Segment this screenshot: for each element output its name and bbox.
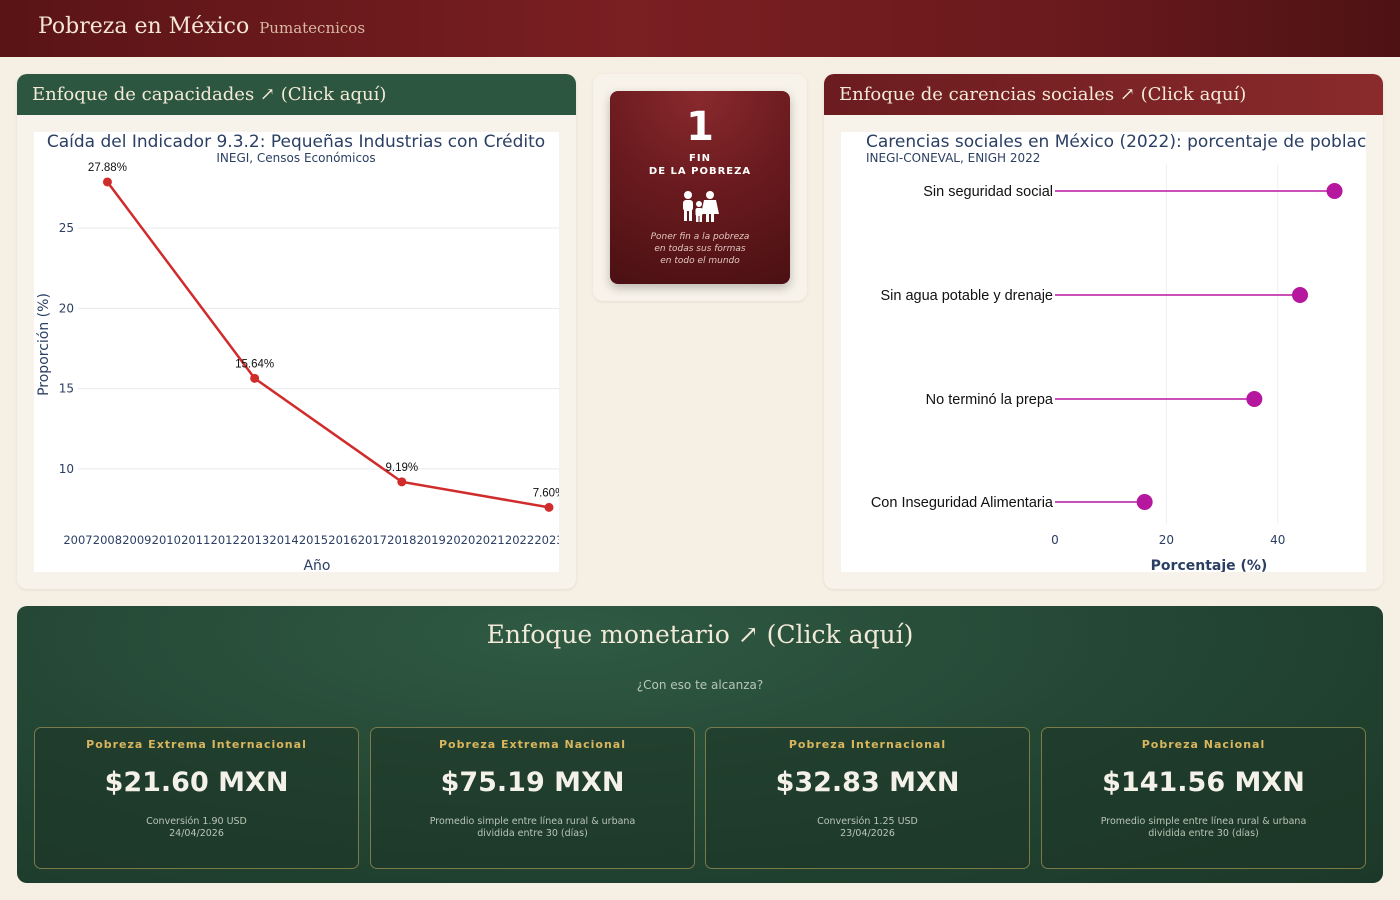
mon-card-note-line: 24/04/2026 [169,828,224,839]
chart-subtitle: INEGI, Censos Económicos [216,151,375,165]
mon-card-pobreza-internacional: Pobreza Internacional $32.83 MXN Convers… [705,727,1030,869]
mon-card-note-line: Conversión 1.25 USD [817,816,918,827]
sdg-label-line1: FIN [689,153,711,164]
mon-card-value: $21.60 MXN [104,767,289,798]
sdg-1-tile[interactable]: 1 FIN DE LA POBREZA Poner fin a la pobre… [610,91,790,284]
monetario-link[interactable]: Enfoque monetario ↗ (Click aquí) [486,620,914,649]
x-tick-label: 20 [1159,533,1174,547]
capacidades-link[interactable]: Enfoque de capacidades ↗ (Click aquí) [17,74,576,115]
mon-card-label: Pobreza Extrema Internacional [86,738,307,751]
category-label: Con Inseguridad Alimentaria [871,495,1054,511]
x-axis-label: Año [303,558,330,572]
sdg-tagline-line: Poner fin a la pobreza [650,232,750,242]
x-tick-label: 2023 [534,533,559,547]
x-tick-label: 2011 [181,533,210,547]
carencias-card: Enfoque de carencias sociales ↗ (Click a… [824,74,1383,589]
x-tick-label: 2017 [358,533,387,547]
data-point [102,177,112,187]
mon-card-note-line: Promedio simple entre línea rural & urba… [1100,816,1307,827]
mon-card-note-line: Conversión 1.90 USD [146,816,247,827]
lollipop-dot [1246,391,1263,407]
sdg-tagline-line: en todo el mundo [660,256,740,266]
x-tick-label: 2013 [240,533,269,547]
sdg-card: 1 FIN DE LA POBREZA Poner fin a la pobre… [593,74,807,301]
lollipop-dot [1136,494,1153,510]
lollipop-dot [1292,287,1309,303]
mon-card-note-line: Promedio simple entre línea rural & urba… [429,816,636,827]
chart-title: Caída del Indicador 9.3.2: Pequeñas Indu… [47,132,545,152]
app-title: Pobreza en México [38,14,250,39]
data-point [397,477,407,487]
carencias-lollipop-chart: Carencias sociales en México (2022): por… [866,132,1366,572]
y-tick-label: 15 [59,382,74,396]
mon-card-note-line: dividida entre 30 (días) [477,828,588,839]
mon-card-label: Pobreza Internacional [788,738,947,751]
mon-card-pobreza-extrema-nacional: Pobreza Extrema Nacional $75.19 MXN Prom… [370,727,695,869]
x-tick-label: 2016 [328,533,357,547]
sdg-tagline: Poner fin a la pobreza en todas sus form… [610,231,790,267]
y-tick-label: 25 [59,221,74,235]
x-tick-label: 2019 [417,533,446,547]
monetario-question: ¿Con eso te alcanza? [636,678,764,692]
x-tick-label: 2009 [122,533,151,547]
carencias-plot: Carencias sociales en México (2022): por… [841,132,1366,572]
mon-card-note: Promedio simple entre línea rural & urba… [1042,816,1365,840]
capacidades-card: Enfoque de capacidades ↗ (Click aquí) Ca… [17,74,576,589]
x-tick-label: 2015 [299,533,328,547]
data-label: 27.88% [88,162,127,174]
mon-card-value: $75.19 MXN [440,767,625,798]
mon-card-note: Conversión 1.90 USD 24/04/2026 [35,816,358,840]
family-icon [680,189,720,223]
x-tick-label: 2018 [387,533,416,547]
x-tick-label: 2008 [93,533,122,547]
top-bar: Pobreza en México Pumatecnicos [0,0,1400,57]
sdg-tagline-line: en todas sus formas [654,244,746,254]
mon-card-note: Conversión 1.25 USD 23/04/2026 [706,816,1029,840]
data-label: 9.19% [386,462,419,474]
y-axis-label: Proporción (%) [36,293,52,396]
carencias-link[interactable]: Enfoque de carencias sociales ↗ (Click a… [824,74,1383,115]
mon-card-value: $141.56 MXN [1102,767,1305,798]
y-tick-label: 20 [59,301,74,315]
data-label: 15.64% [235,358,274,370]
data-point [544,502,554,512]
app-subtitle: Pumatecnicos [259,19,366,37]
mon-card-pobreza-extrema-internacional: Pobreza Extrema Internacional $21.60 MXN… [34,727,359,869]
x-tick-label: 2020 [446,533,475,547]
y-tick-label: 10 [59,462,74,476]
mon-card-note-line: dividida entre 30 (días) [1148,828,1259,839]
x-tick-label: 40 [1270,533,1285,547]
data-point [250,373,260,383]
mon-card-note: Promedio simple entre línea rural & urba… [371,816,694,840]
chart-subtitle: INEGI-CONEVAL, ENIGH 2022 [866,151,1040,165]
x-tick-label: 2014 [269,533,298,547]
data-label: 7.60% [533,487,559,499]
series-line [106,181,550,509]
mon-card-pobreza-nacional: Pobreza Nacional $141.56 MXN Promedio si… [1041,727,1366,869]
mon-card-label: Pobreza Nacional [1141,738,1266,751]
capacidades-plot: Caída del Indicador 9.3.2: Pequeñas Indu… [34,132,565,574]
sdg-number: 1 [686,104,714,150]
mon-card-note-line: 23/04/2026 [840,828,895,839]
x-tick-label: 2022 [505,533,534,547]
x-tick-label: 2021 [475,533,504,547]
sdg-label-line2: DE LA POBREZA [648,166,752,177]
x-tick-label: 2010 [152,533,181,547]
x-tick-label: 2007 [63,533,92,547]
category-label: Sin seguridad social [923,184,1053,200]
x-tick-label: 0 [1051,533,1059,547]
category-label: Sin agua potable y drenaje [880,288,1053,304]
monetario-panel: Enfoque monetario ↗ (Click aquí) ¿Con es… [17,606,1383,883]
chart-title: Carencias sociales en México (2022): por… [866,132,1366,152]
mon-card-value: $32.83 MXN [775,767,960,798]
x-axis-label: Porcentaje (%) [1151,558,1268,572]
lollipop-dot [1326,183,1343,199]
capacidades-line-chart: Caída del Indicador 9.3.2: Pequeñas Indu… [36,132,565,574]
x-tick-label: 2012 [211,533,240,547]
mon-card-label: Pobreza Extrema Nacional [438,738,626,751]
category-label: No terminó la prepa [926,392,1054,408]
